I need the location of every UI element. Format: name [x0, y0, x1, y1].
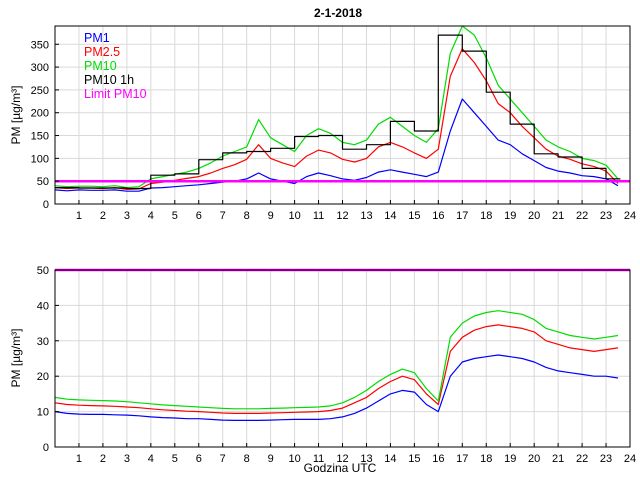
bottom-y-tick-label: 0	[43, 442, 49, 454]
bottom-y-tick-label: 20	[37, 371, 49, 383]
bottom-series-pm1	[54, 354, 619, 421]
legend-entry-pm1: PM1	[84, 31, 110, 45]
top-x-tick-label: 11	[313, 210, 324, 222]
bottom-x-tick-label: 20	[528, 453, 540, 465]
bottom-x-tick-label: 23	[600, 453, 612, 465]
top-x-tick-label: 14	[384, 210, 396, 222]
top-series-pm10	[54, 25, 619, 189]
top-x-tick-label: 12	[336, 210, 348, 222]
bottom-x-tick-label: 12	[336, 453, 348, 465]
bottom-x-tick-label: 13	[360, 453, 372, 465]
legend-entry-pm10-1h: PM10 1h	[84, 73, 134, 87]
legend: PM1 PM2.5 PM10 PM10 1h Limit PM10	[84, 31, 147, 101]
bottom-x-tick-label: 7	[220, 453, 226, 465]
top-y-axis-label: PM [µg/m³]	[9, 86, 23, 145]
top-x-tick-label: 23	[600, 210, 612, 222]
top-x-tick-label: 5	[172, 210, 178, 222]
bottom-x-tick-label: 19	[504, 453, 516, 465]
bottom-x-tick-label: 2	[100, 453, 106, 465]
top-y-tick-label: 200	[31, 108, 49, 120]
bottom-x-tick-label: 16	[432, 453, 444, 465]
bottom-y-tick-label: 10	[37, 407, 49, 419]
top-y-tick-label: 0	[43, 199, 49, 211]
top-x-tick-label: 13	[360, 210, 372, 222]
bottom-x-tick-label: 3	[124, 453, 130, 465]
top-x-tick-label: 8	[244, 210, 250, 222]
top-series-pm10-1h	[55, 34, 621, 190]
top-y-tick-label: 100	[31, 153, 49, 165]
top-y-tick-label: 350	[31, 39, 49, 51]
top-y-tick-label: 50	[37, 176, 49, 188]
top-x-tick-label: 19	[504, 210, 516, 222]
bottom-series-pm10	[54, 310, 619, 410]
top-y-tick-label: 300	[31, 62, 49, 74]
bottom-x-tick-label: 18	[480, 453, 492, 465]
top-x-tick-label: 20	[528, 210, 540, 222]
top-x-tick-label: 16	[432, 210, 444, 222]
bottom-y-tick-label: 40	[37, 300, 49, 312]
top-x-tick-label: 21	[552, 210, 564, 222]
bottom-x-tick-label: 22	[576, 453, 588, 465]
bottom-x-tick-label: 24	[624, 453, 636, 465]
bottom-x-tick-label: 6	[196, 453, 202, 465]
bottom-x-tick-label: 5	[172, 453, 178, 465]
bottom-y-axis-label: PM [µg/m³]	[9, 329, 23, 388]
bottom-x-tick-label: 17	[456, 453, 468, 465]
top-x-tick-label: 22	[576, 210, 588, 222]
legend-entry-limit-pm10: Limit PM10	[84, 87, 147, 101]
top-y-tick-label: 150	[31, 131, 49, 143]
bottom-x-tick-label: 10	[288, 453, 300, 465]
top-x-tick-label: 3	[124, 210, 130, 222]
top-x-tick-label: 1	[76, 210, 82, 222]
x-axis-label: Godzina UTC	[304, 461, 377, 475]
bottom-x-tick-label: 4	[148, 453, 154, 465]
top-x-tick-label: 4	[148, 210, 154, 222]
bottom-series-pm2-5	[54, 324, 619, 414]
top-x-tick-label: 2	[100, 210, 106, 222]
bottom-y-tick-label: 30	[37, 336, 49, 348]
top-plot-panel: 1 2 3 4 5 6 7 8 9 10 11 12 13 14 15 16 17 18 19 20 21 22 23 240…	[31, 25, 636, 222]
bottom-x-tick-label: 9	[268, 453, 274, 465]
top-x-tick-label: 6	[196, 210, 202, 222]
top-x-tick-label: 7	[220, 210, 226, 222]
top-x-tick-label: 9	[268, 210, 274, 222]
top-x-tick-label: 10	[288, 210, 300, 222]
bottom-x-tick-label: 14	[384, 453, 396, 465]
bottom-plot-panel: 1 2 3 4 5 6 7 8 9 10 11 12 13 14 15 16 17 18 19 20 21 22 23 240…	[37, 265, 636, 465]
top-x-tick-label: 18	[480, 210, 492, 222]
top-y-tick-label: 250	[31, 85, 49, 97]
legend-entry-pm25: PM2.5	[84, 45, 120, 59]
bottom-x-tick-label: 21	[552, 453, 564, 465]
top-x-tick-label: 24	[624, 210, 636, 222]
bottom-y-tick-label: 50	[37, 265, 49, 277]
bottom-x-tick-label: 8	[244, 453, 250, 465]
top-x-tick-label: 17	[456, 210, 468, 222]
top-series-pm2-5	[54, 48, 619, 190]
legend-entry-pm10: PM10	[84, 59, 117, 73]
chart-title: 2-1-2018	[314, 6, 362, 20]
top-x-tick-label: 15	[408, 210, 420, 222]
bottom-x-tick-label: 15	[408, 453, 420, 465]
bottom-x-tick-label: 11	[313, 453, 324, 465]
bottom-x-tick-label: 1	[76, 453, 82, 465]
